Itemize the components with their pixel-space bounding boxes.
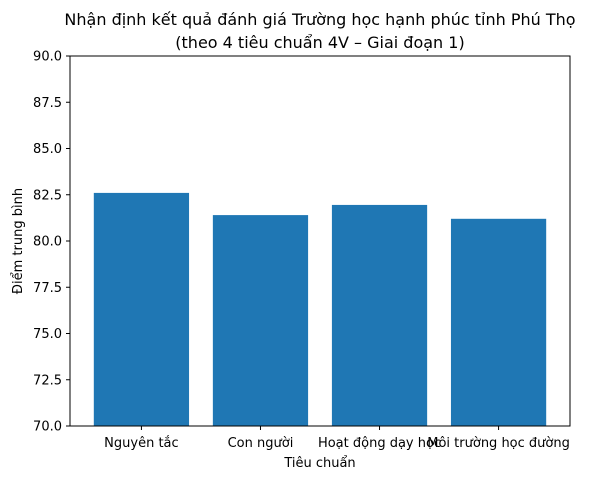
x-tick-label: Con người xyxy=(228,436,294,451)
chart-title-line-2: (theo 4 tiêu chuẩn 4V – Giai đoạn 1) xyxy=(175,33,464,52)
y-tick-label: 75.0 xyxy=(33,327,62,342)
y-axis-ticks: 70.0 72.5 75.0 77.5 80.0 82.5 85.0 87.5 90.0 xyxy=(33,50,70,435)
plot-frame xyxy=(69,55,571,427)
bar-4 xyxy=(450,218,547,426)
bar-1 xyxy=(93,192,190,426)
chart-title-line-1: Nhận định kết quả đánh giá Trường học hạ… xyxy=(64,10,575,29)
y-tick-label: 80.0 xyxy=(33,235,62,250)
y-tick-label: 85.0 xyxy=(33,142,62,157)
bars-group xyxy=(93,192,547,426)
x-axis-ticks: Nguyên tắc Con người Hoạt động dạy họcMôi … xyxy=(104,426,570,451)
bar-2 xyxy=(212,215,309,426)
x-tick-label: Nguyên tắc xyxy=(104,436,179,451)
x-tick-label: Môi trường học đường xyxy=(427,436,570,451)
y-tick-label: 90.0 xyxy=(33,50,62,65)
bar-3 xyxy=(331,204,428,426)
x-axis-label: Tiêu chuẩn xyxy=(283,456,355,471)
y-tick-label: 70.0 xyxy=(33,420,62,435)
y-tick-label: 77.5 xyxy=(33,281,62,296)
y-axis-label: Điểm trung bình xyxy=(11,188,26,294)
y-tick-label: 87.5 xyxy=(33,96,62,111)
y-tick-label: 72.5 xyxy=(33,373,62,388)
y-tick-label: 82.5 xyxy=(33,188,62,203)
x-tick-label: Hoạt động dạy học xyxy=(318,436,441,451)
